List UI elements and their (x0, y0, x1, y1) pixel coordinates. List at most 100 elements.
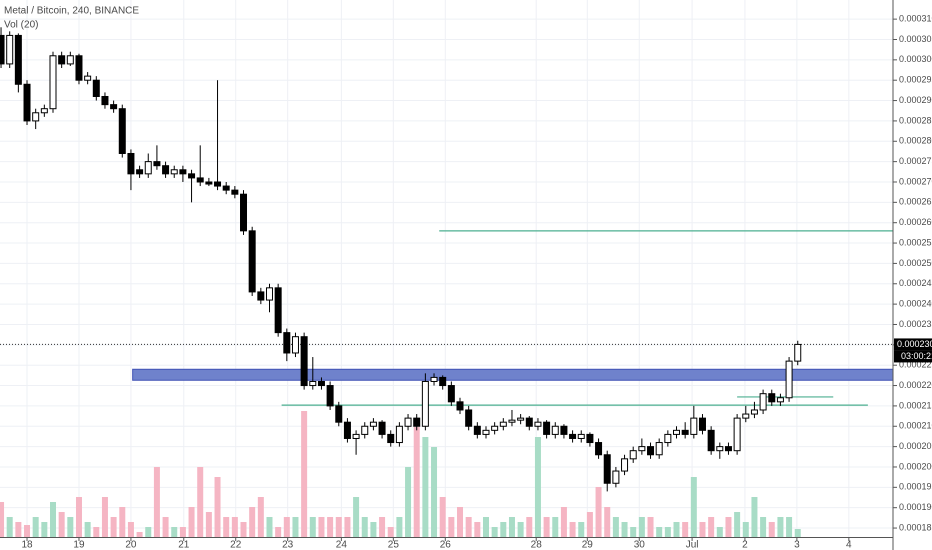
volume-bar (0, 502, 5, 537)
candle-body (456, 401, 464, 411)
candle-body (361, 425, 369, 435)
candle-body (776, 397, 784, 403)
candle-body (6, 34, 14, 65)
volume-bar (67, 517, 74, 537)
candle-body (240, 193, 248, 232)
volume-bar (379, 517, 386, 537)
candle-body (291, 336, 299, 354)
volume-bar (145, 527, 152, 537)
candle-body (335, 405, 343, 423)
candle-body (110, 104, 118, 110)
candle-body (32, 112, 40, 122)
candle-body (309, 380, 317, 387)
chart-title: Metal / Bitcoin, 240, BINANCE (4, 6, 139, 17)
candle-body (724, 446, 732, 452)
volume-bar (595, 487, 602, 537)
candle-body (40, 108, 48, 114)
volume-bar (110, 517, 117, 537)
x-tick-label: 4 (846, 540, 852, 550)
x-tick-label: 3 (794, 540, 800, 550)
candle-body (621, 458, 629, 472)
zone (132, 368, 894, 381)
volume-bar (448, 517, 455, 537)
y-tick-label: 0.0001900 (899, 502, 932, 512)
candle-body (750, 409, 758, 415)
candle-body (265, 287, 273, 301)
volume-bar (786, 517, 793, 537)
volume-bar (760, 517, 767, 537)
candle-body (66, 55, 74, 65)
x-tick-label: 24 (336, 540, 348, 550)
y-tick-label: 0.0002600 (899, 217, 932, 227)
candle-body (785, 360, 793, 399)
candle-body (742, 413, 750, 419)
candle-body (274, 287, 282, 334)
x-tick-label: 19 (73, 540, 85, 550)
x-tick-label: 25 (388, 540, 400, 550)
volume-bar (335, 517, 342, 537)
volume-bar (664, 527, 671, 537)
volume-bar (32, 517, 39, 537)
volume-bar (75, 497, 82, 537)
volume-bar (84, 522, 91, 537)
axes: 0.0001850 0.0001900 0.0001950 0.0002000 0.00… (21, 14, 932, 550)
volume-bar (309, 517, 316, 537)
candle-body (534, 421, 542, 427)
volume-bar (240, 522, 247, 537)
candle-body (794, 343, 802, 362)
candle-body (317, 380, 325, 387)
y-tick-label: 0.0002850 (899, 115, 932, 125)
x-tick-label: 28 (531, 540, 543, 550)
volume-bar (231, 517, 238, 537)
candle-body (118, 108, 126, 154)
volume-bar (422, 437, 429, 537)
volume-bar (361, 517, 368, 537)
y-tick-label: 0.0002700 (899, 176, 932, 186)
volume-bar (318, 517, 325, 537)
candle-body (612, 470, 620, 484)
volume-bar (578, 522, 585, 537)
x-tick-label: 2 (742, 540, 748, 550)
candle-body (759, 393, 767, 411)
volume-bar (413, 427, 420, 537)
candle-body (517, 417, 525, 421)
candle-body (768, 393, 776, 403)
volume-bar (24, 525, 31, 537)
volume-bar (708, 517, 715, 537)
candle-body (196, 177, 204, 183)
volume-bar (49, 502, 56, 537)
candle-body (92, 79, 100, 97)
volume-bar (127, 522, 134, 537)
candle-body (283, 332, 291, 354)
volume-bar (699, 522, 706, 537)
candle-body (690, 417, 698, 435)
candle-body (603, 454, 611, 484)
candle-body (248, 230, 256, 293)
y-tick-label: 0.0002550 (899, 237, 932, 247)
volume-bar (266, 517, 273, 537)
volume-layer (0, 411, 801, 537)
volume-bar (734, 512, 741, 537)
last-price-box (894, 338, 932, 351)
candle-body (716, 446, 724, 452)
y-tick-label: 0.0002900 (899, 95, 932, 105)
volume-bar (725, 517, 732, 537)
volume-bar (370, 522, 377, 537)
y-tick-label: 0.0002750 (899, 156, 932, 166)
volume-bar (517, 522, 524, 537)
x-tick-label: 23 (282, 540, 294, 550)
volume-bar (751, 497, 758, 537)
volume-bar (673, 522, 680, 537)
candle-body (447, 385, 455, 403)
y-tick-label: 0.0003000 (899, 54, 932, 64)
volume-bar (543, 517, 550, 537)
y-tick-label: 0.0002650 (899, 197, 932, 207)
volume-bar (15, 522, 22, 537)
candle-body (638, 446, 646, 452)
candle-body (170, 169, 178, 175)
candle-body (369, 421, 377, 427)
candle-body (257, 291, 265, 301)
candle-body (543, 421, 551, 435)
candle-body (508, 419, 516, 423)
volume-bar (223, 517, 230, 537)
